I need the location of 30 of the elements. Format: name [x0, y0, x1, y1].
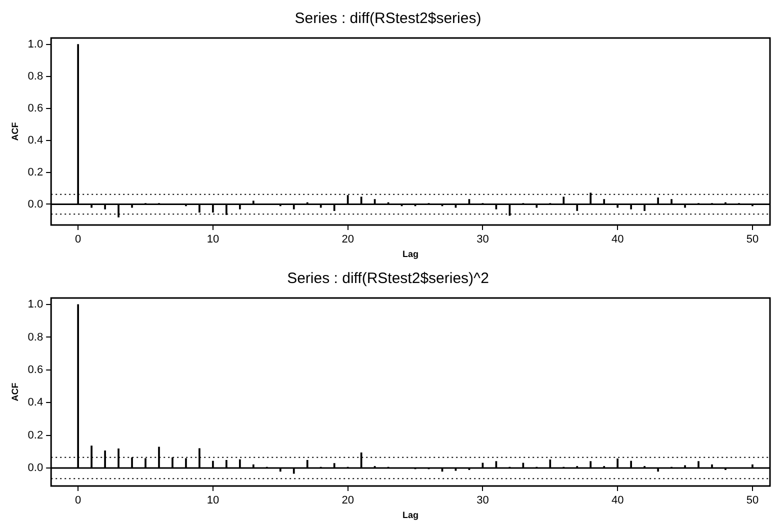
y-tick-label: 0.4: [28, 396, 44, 409]
x-tick-label: 20: [342, 234, 354, 246]
x-tick-label: 10: [206, 494, 220, 507]
x-tick-label: 30: [476, 234, 489, 246]
y-tick-label: 0.4: [28, 134, 44, 146]
y-tick-label: 0.0: [28, 198, 44, 210]
y-tick-label: 0.6: [28, 102, 44, 114]
y-tick-label: 0.2: [28, 429, 44, 442]
x-tick-label: 0: [75, 494, 82, 507]
x-tick-label: 40: [611, 234, 624, 246]
chart-title: Series : diff(RStest2$series)^2: [287, 270, 489, 288]
x-axis-title: Lag: [402, 249, 419, 260]
x-tick-label: 40: [611, 494, 624, 507]
y-axis-title: ACF: [10, 382, 20, 402]
x-tick-label: 0: [75, 234, 82, 246]
chart-title: Series : diff(RStest2$series): [294, 10, 482, 28]
y-tick-label: 0.8: [28, 70, 44, 82]
x-tick-label: 50: [746, 494, 759, 507]
y-tick-label: 0.6: [28, 364, 44, 376]
x-tick-label: 20: [342, 494, 354, 507]
y-tick-label: 0.0: [28, 462, 44, 474]
y-tick-label: 0.2: [28, 166, 44, 178]
x-tick-label: 50: [746, 234, 759, 246]
x-axis-title: Lag: [402, 510, 419, 520]
y-tick-label: 1.0: [28, 298, 44, 311]
x-tick-label: 10: [206, 234, 220, 246]
x-tick-label: 30: [476, 494, 489, 507]
y-tick-label: 0.8: [28, 331, 44, 344]
y-tick-label: 1.0: [28, 38, 44, 50]
y-axis-title: ACF: [10, 122, 20, 141]
